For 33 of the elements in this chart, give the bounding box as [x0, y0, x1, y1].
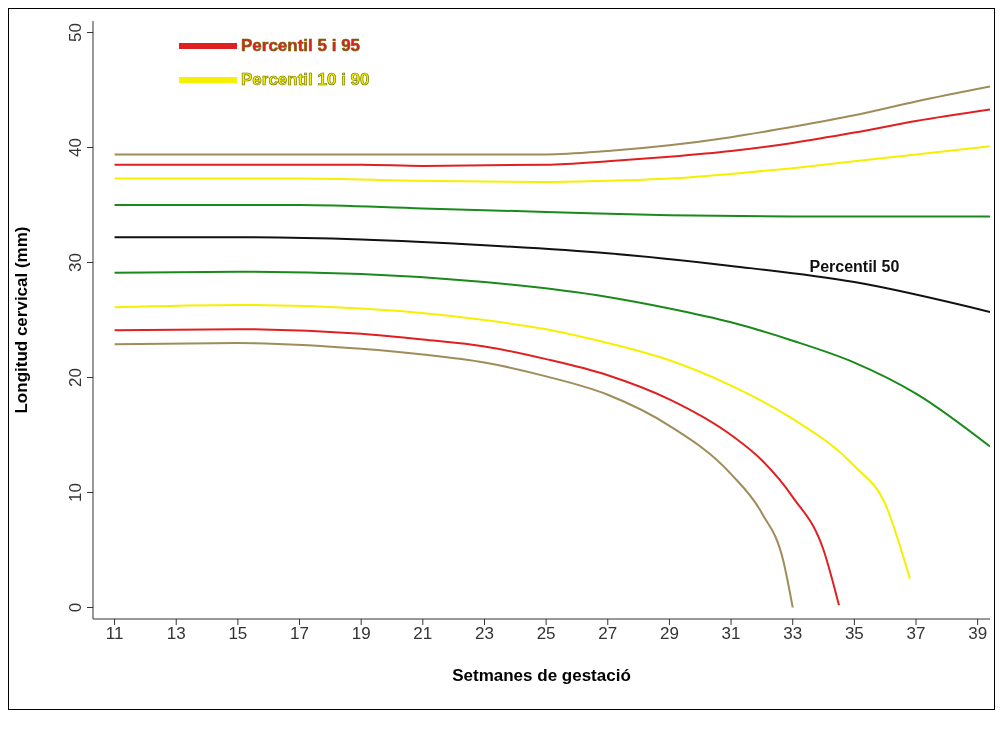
x-tick-label: 25	[536, 624, 556, 644]
line-series	[113, 304, 911, 580]
x-tick-label: 29	[659, 624, 679, 644]
line-series	[113, 204, 990, 218]
y-tick-label: 40	[66, 138, 85, 157]
series-label: Percentil 50	[809, 258, 900, 276]
x-tick-label: 39	[968, 624, 988, 644]
line-series	[113, 108, 990, 167]
legend-label: Percentil 5 i 95	[241, 36, 361, 56]
x-tick-label: 37	[906, 624, 926, 644]
x-tick-label: 17	[290, 624, 309, 644]
x-tick-label: 21	[413, 624, 433, 644]
x-tick-label: 23	[475, 624, 494, 644]
y-tick-label: 50	[66, 23, 85, 42]
line-series	[113, 85, 990, 156]
y-tick-label: 20	[66, 368, 85, 387]
x-tick-label: 11	[105, 624, 124, 644]
legend-label: Percentil 10 i 90	[241, 70, 370, 90]
x-tick-label: 27	[598, 624, 618, 644]
x-axis-title: Setmanes de gestació	[452, 666, 631, 685]
x-tick-label: 19	[351, 624, 371, 644]
x-tick-label: 33	[783, 624, 803, 644]
line-series	[113, 145, 990, 183]
y-tick-label: 30	[66, 253, 85, 272]
line-series	[113, 270, 990, 448]
x-tick-label: 15	[228, 624, 248, 644]
y-tick-label: 10	[66, 483, 85, 502]
y-axis-title: Longitud cervical (mm)	[12, 226, 32, 414]
x-tick-label: 35	[844, 624, 864, 644]
line-series	[113, 236, 990, 313]
y-tick-label: 0	[66, 602, 85, 613]
x-tick-label: 13	[166, 624, 186, 644]
x-tick-label: 31	[721, 624, 741, 644]
